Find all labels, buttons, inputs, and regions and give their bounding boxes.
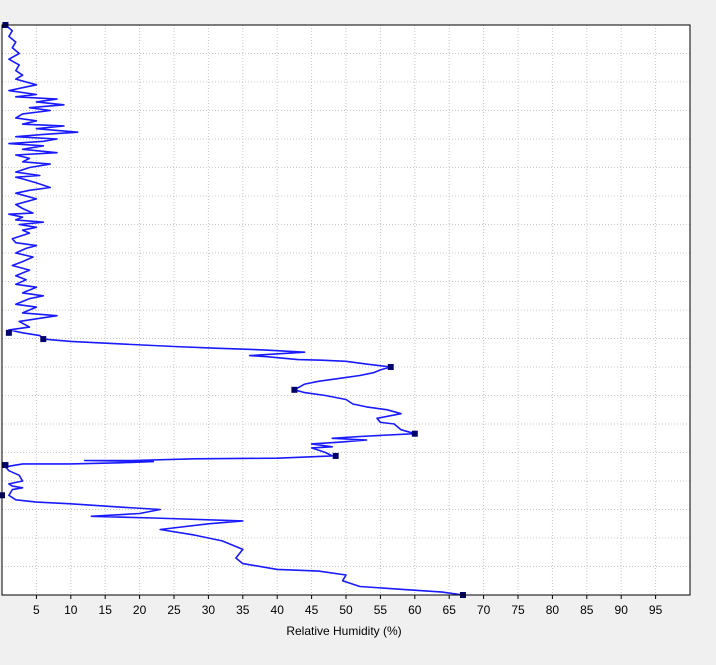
x-tick-label: 30 <box>202 603 216 617</box>
x-tick-label: 75 <box>511 603 525 617</box>
data-marker <box>5 329 12 336</box>
x-tick-label: 50 <box>339 603 353 617</box>
x-tick-label: 90 <box>615 603 629 617</box>
x-tick-label: 95 <box>649 603 663 617</box>
x-tick-label: 35 <box>236 603 250 617</box>
series-line <box>4 24 464 596</box>
data-marker <box>411 430 418 437</box>
x-tick-label: 70 <box>477 603 491 617</box>
x-tick-label: 55 <box>374 603 388 617</box>
grid-lines <box>2 25 690 595</box>
x-tick-label: 45 <box>305 603 319 617</box>
x-tick-label: 15 <box>99 603 113 617</box>
x-tick-label: 85 <box>580 603 594 617</box>
x-tick-label: 10 <box>64 603 78 617</box>
plot-border <box>1 24 691 596</box>
x-tick-labels: 5 10 15 20 25 30 35 40 45 50 55 60 65 70 75 80 85 90 95 <box>33 595 663 617</box>
data-marker <box>387 364 394 370</box>
data-marker <box>291 386 298 393</box>
x-tick-label: 80 <box>546 603 560 617</box>
x-tick-label: 40 <box>271 603 285 617</box>
x-tick-label: 60 <box>408 603 422 617</box>
data-marker <box>2 462 9 469</box>
data-marker <box>40 336 47 343</box>
data-marker <box>332 452 339 459</box>
x-tick-label: 65 <box>443 603 457 617</box>
x-axis-title: Relative Humidity (%) <box>286 624 401 638</box>
x-tick-label: 5 <box>33 603 40 617</box>
x-tick-label: 20 <box>133 603 147 617</box>
x-tick-label: 25 <box>167 603 181 617</box>
data-series <box>4 24 464 596</box>
